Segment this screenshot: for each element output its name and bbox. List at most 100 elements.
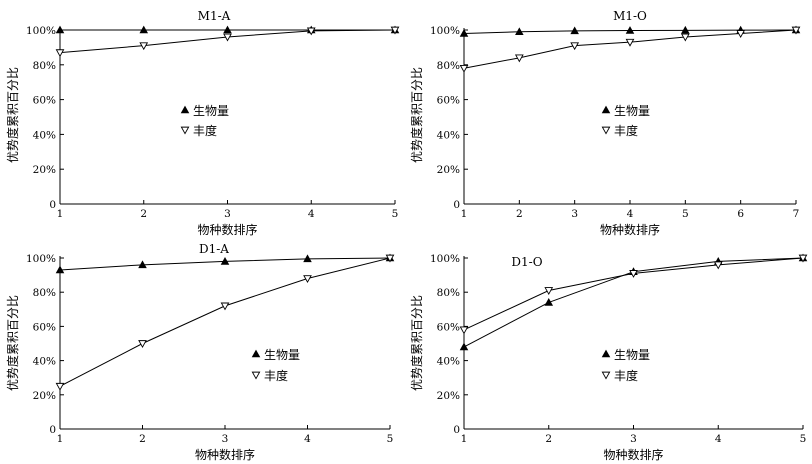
data-point (629, 270, 638, 278)
data-point (220, 302, 230, 311)
data-point (55, 265, 65, 274)
data-point (625, 26, 635, 34)
series-line (59, 257, 391, 387)
y-axis-label: 优势度累积百分比 (409, 295, 424, 391)
data-point (303, 275, 312, 284)
data-point (514, 54, 524, 63)
series-abundance (55, 254, 395, 391)
y-tick-label: 100% (26, 25, 56, 37)
data-point (459, 326, 469, 335)
x-tick-label: 5 (392, 208, 399, 220)
legend-label: 丰度 (193, 123, 217, 138)
x-axis-label: 物种数排序 (195, 447, 255, 462)
x-tick-label: 3 (222, 433, 229, 445)
data-point (570, 26, 579, 35)
data-point (798, 254, 808, 263)
y-tick-label: 100% (430, 25, 460, 37)
legend-marker (251, 349, 261, 358)
data-point (459, 64, 469, 73)
x-tick-label: 4 (308, 208, 315, 220)
y-tick-label: 40% (33, 356, 56, 368)
data-point (713, 261, 723, 270)
y-tick-label: 60% (33, 321, 56, 333)
x-tick-label: 3 (224, 208, 231, 220)
x-axis-label: 物种数排序 (197, 222, 257, 237)
y-tick-label: 100% (26, 253, 56, 265)
x-axis-label: 物种数排序 (603, 447, 663, 462)
data-point (459, 342, 469, 351)
x-tick-label: 2 (139, 433, 146, 445)
data-point (139, 42, 149, 51)
series-abundance (459, 254, 808, 335)
data-point (138, 260, 147, 269)
panel-d1-a: D1-A 0 20% 40% 60% 80% 100% 1 2 3 4 5 物种数排序 优势度累积百分比生… (5, 242, 395, 462)
legend-label: 生物量 (264, 348, 300, 362)
y-tick-label: 40% (437, 356, 460, 368)
x-tick-label: 2 (545, 433, 552, 445)
x-tick-label: 2 (140, 208, 147, 220)
data-point (390, 26, 400, 35)
panel-m1-a: M1-A 0 20% 40% 60% 80% 100% 1 2 3 4 5 物种数排序 优势度累积百分比 生… (5, 9, 400, 237)
legend-label: 丰度 (614, 368, 638, 383)
legend-marker (601, 371, 611, 380)
y-tick-label: 80% (33, 287, 56, 299)
x-tick-label: 2 (516, 208, 523, 220)
chart-title: M1-A (198, 9, 231, 23)
y-tick-label: 80% (33, 60, 56, 72)
data-point (736, 30, 746, 39)
data-point (223, 25, 232, 34)
y-tick-label: 100% (430, 253, 460, 265)
y-tick-label: 20% (33, 390, 56, 402)
data-point (570, 42, 580, 51)
legend-label: 生物量 (614, 348, 650, 362)
y-tick-label: 20% (437, 164, 460, 176)
data-point (220, 256, 230, 265)
y-tick-label: 40% (33, 129, 56, 141)
data-point (625, 38, 635, 47)
y-tick-label: 0 (453, 199, 460, 211)
y-tick-label: 0 (49, 424, 56, 436)
data-point (139, 25, 149, 34)
x-tick-label: 1 (57, 433, 64, 445)
x-tick-label: 3 (571, 208, 578, 220)
x-tick-label: 5 (800, 433, 807, 445)
y-tick-label: 80% (437, 60, 460, 72)
legend-label: 丰度 (614, 123, 638, 138)
data-point (791, 26, 801, 35)
x-tick-label: 4 (304, 433, 311, 445)
y-tick-label: 20% (437, 390, 460, 402)
series-line (463, 29, 797, 69)
data-point (544, 298, 554, 306)
legend-marker (251, 371, 261, 380)
chart-title: D1-A (199, 242, 229, 256)
y-axis-label: 优势度累积百分比 (5, 295, 20, 391)
data-point (680, 33, 690, 42)
x-axis-label: 物种数排序 (600, 222, 660, 237)
data-point (544, 287, 554, 296)
data-point (303, 254, 312, 263)
series-abundance (459, 26, 801, 73)
data-point (459, 29, 469, 37)
series-abundance (55, 26, 400, 58)
data-point (55, 49, 65, 58)
x-tick-label: 1 (461, 208, 468, 220)
y-tick-label: 20% (33, 164, 56, 176)
x-tick-label: 6 (737, 208, 744, 220)
chart-title: D1-O (511, 255, 542, 269)
y-tick-label: 0 (453, 424, 460, 436)
y-tick-label: 40% (437, 129, 460, 141)
panel-m1-o: M1-O 0 20% 40% 60% 80% 100% 1 2 3 4 5 6 7 物种数排序 优势度累积百分… (409, 9, 801, 237)
legend-label: 丰度 (264, 368, 288, 383)
y-axis-label: 优势度累积百分比 (409, 67, 424, 163)
x-tick-label: 7 (793, 208, 800, 220)
data-point (223, 33, 232, 42)
y-tick-label: 80% (437, 287, 460, 299)
legend-marker (180, 126, 190, 135)
series-biomass (55, 25, 400, 34)
x-tick-label: 3 (630, 433, 637, 445)
